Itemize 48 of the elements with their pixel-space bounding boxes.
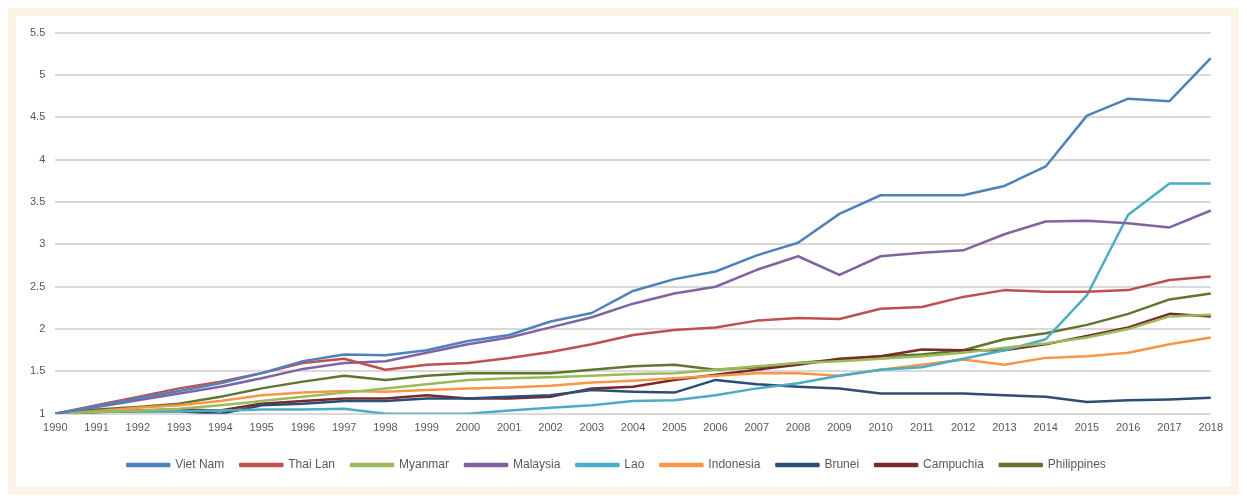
x-tick-label: 2000 [455, 421, 481, 434]
x-tick-label: 1999 [414, 421, 439, 434]
x-tick-label: 2001 [496, 421, 522, 434]
y-tick-label: 2.5 [29, 279, 46, 292]
x-tick-label: 2011 [910, 421, 934, 434]
x-tick-label: 2018 [1198, 421, 1224, 434]
x-tick-label: 2014 [1033, 421, 1058, 434]
x-tick-label: 2007 [744, 421, 770, 434]
y-tick-label: 3.5 [29, 195, 46, 208]
x-tick-label: 2015 [1074, 421, 1100, 434]
y-tick-label: 5 [39, 67, 46, 80]
legend-label: Malaysia [513, 457, 561, 472]
x-tick-label: 2017 [1157, 421, 1182, 434]
legend-label: Indonesia [708, 457, 761, 472]
x-tick-label: 2002 [538, 421, 563, 434]
legend-label: Lao [624, 457, 645, 472]
x-tick-label: 1994 [208, 421, 233, 434]
y-tick-label: 5.5 [29, 25, 46, 38]
legend-label: Brunei [824, 457, 860, 472]
y-tick-label: 3 [39, 237, 46, 250]
legend-label: Viet Nam [175, 457, 225, 472]
legend-label: Thai Lan [288, 457, 335, 472]
x-tick-label: 1996 [290, 421, 316, 434]
x-tick-label: 2013 [992, 421, 1017, 434]
x-tick-label: 2010 [868, 421, 893, 434]
x-tick-label: 1998 [373, 421, 398, 434]
x-tick-label: 2005 [662, 421, 687, 434]
x-tick-label: 2008 [785, 421, 811, 434]
y-tick-label: 1.5 [29, 364, 46, 377]
y-tick-label: 4 [39, 152, 46, 165]
y-tick-label: 2 [39, 322, 46, 335]
x-tick-label: 1990 [43, 421, 68, 434]
y-tick-label: 4.5 [29, 110, 46, 123]
legend-label: Myanmar [398, 457, 450, 472]
x-tick-label: 2003 [579, 421, 604, 434]
y-tick-label: 1 [39, 406, 46, 419]
x-tick-label: 2009 [827, 421, 852, 434]
x-tick-label: 2012 [950, 421, 976, 434]
x-tick-label: 1995 [249, 421, 274, 434]
legend-label: Philippines [1047, 457, 1106, 472]
x-tick-label: 1997 [331, 421, 357, 434]
x-tick-label: 1991 [84, 421, 109, 434]
x-tick-label: 1993 [166, 421, 192, 434]
x-tick-label: 2016 [1115, 421, 1141, 434]
x-tick-label: 2004 [620, 421, 646, 434]
legend-label: Campuchia [923, 457, 985, 472]
x-tick-label: 1992 [125, 421, 151, 434]
x-tick-label: 2006 [703, 421, 728, 434]
